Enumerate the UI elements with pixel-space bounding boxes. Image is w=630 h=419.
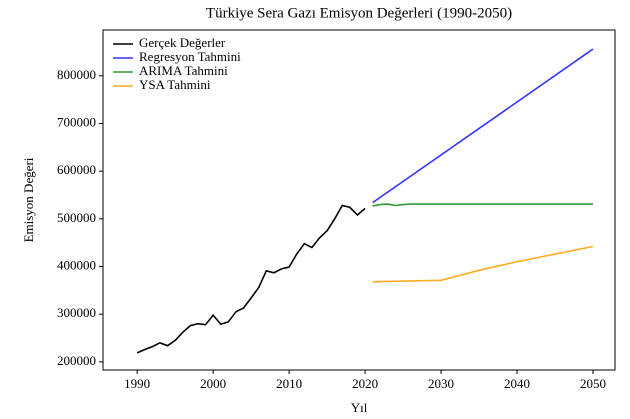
x-tick-label: 1990 [124,376,150,391]
x-tick-label: 2040 [504,376,530,391]
y-tick-label: 800000 [57,67,96,82]
chart-title: Türkiye Sera Gazı Emisyon Değerleri (199… [206,5,512,21]
series-line [372,48,594,204]
y-tick-label: 400000 [57,258,96,273]
y-tick-label: 200000 [57,353,96,368]
x-tick-label: 2000 [200,376,226,391]
series-line [136,204,366,354]
y-tick-label: 700000 [57,114,96,129]
x-tick-label: 2050 [580,376,606,391]
x-tick-label: 2010 [276,376,302,391]
y-tick-label: 500000 [57,210,96,225]
x-tick-label: 2020 [352,376,378,391]
legend-label: Gerçek Değerler [139,35,226,50]
legend-label: ARIMA Tahmini [139,63,228,78]
series-line [372,245,594,283]
y-tick-label: 300000 [57,305,96,320]
legend-label: YSA Tahmini [139,77,211,92]
x-tick-label: 2030 [428,376,454,391]
x-axis-label: Yıl [351,400,368,415]
legend-label: Regresyon Tahmini [139,49,241,64]
series-line [372,203,593,207]
plot-frame [102,29,616,371]
y-axis-label: Emisyon Değeri [21,157,36,242]
y-tick-label: 600000 [57,162,96,177]
